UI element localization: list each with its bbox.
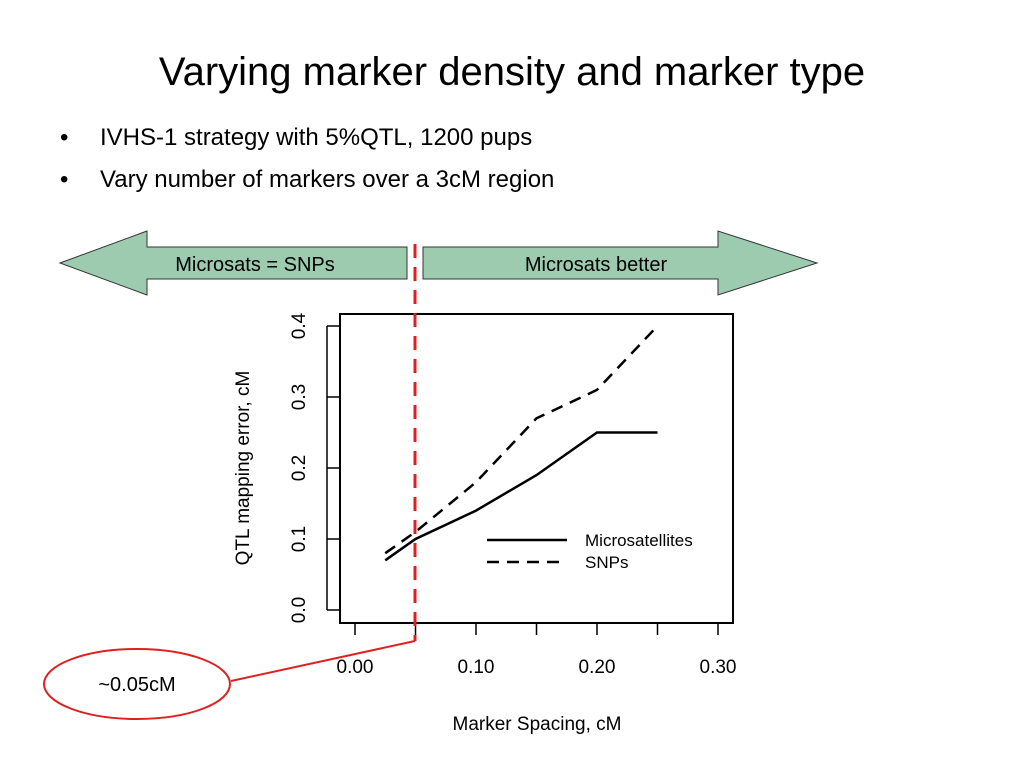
- bullet-list: • IVHS-1 strategy with 5%QTL, 1200 pups …: [60, 124, 554, 208]
- x-axis-label: Marker Spacing, cM: [453, 714, 622, 735]
- callout-ellipse: [43, 648, 231, 720]
- left-arrow-label: Microsats = SNPs: [175, 254, 334, 276]
- bullet-marker: •: [60, 124, 69, 151]
- legend-label: Microsatellites: [585, 531, 693, 550]
- right-arrow-label: Microsats better: [525, 254, 668, 276]
- plot-frame: [339, 313, 734, 624]
- x-tick-label: 0.10: [458, 657, 495, 678]
- series-line-snps: [384, 325, 659, 555]
- y-tick-label: 0.0: [289, 597, 310, 623]
- bullet-text: IVHS-1 strategy with 5%QTL, 1200 pups: [100, 124, 533, 151]
- y-tick-label: 0.3: [289, 384, 310, 410]
- y-axis-label: QTL mapping error, cM: [233, 371, 254, 566]
- callout-label: ~0.05cM: [98, 674, 175, 696]
- slide-title: Varying marker density and marker type: [158, 50, 866, 94]
- chart-layer: 0.00 0.10 0.20 0.30 0.0 0.1 0.2 0.3 0.4 Microsate…: [289, 312, 736, 678]
- series-line-microsatellites: [384, 431, 658, 562]
- y-tick-label: 0.1: [289, 526, 310, 552]
- y-tick-label: 0.4: [289, 312, 310, 339]
- bullet-item: • IVHS-1 strategy with 5%QTL, 1200 pups: [60, 124, 554, 152]
- x-tick-label: 0.30: [700, 657, 737, 678]
- legend-label: SNPs: [585, 553, 628, 572]
- bullet-text: Vary number of markers over a 3cM region: [100, 166, 555, 193]
- x-tick-label: 0.00: [337, 657, 374, 678]
- x-tick-label: 0.20: [579, 657, 616, 678]
- bullet-item: • Vary number of markers over a 3cM regi…: [60, 166, 554, 194]
- bullet-marker: •: [60, 166, 69, 193]
- callout-connector-line: [230, 640, 416, 682]
- left-arrow-shape: [58, 230, 408, 296]
- y-tick-label: 0.2: [289, 455, 310, 481]
- right-arrow-shape: [422, 230, 819, 296]
